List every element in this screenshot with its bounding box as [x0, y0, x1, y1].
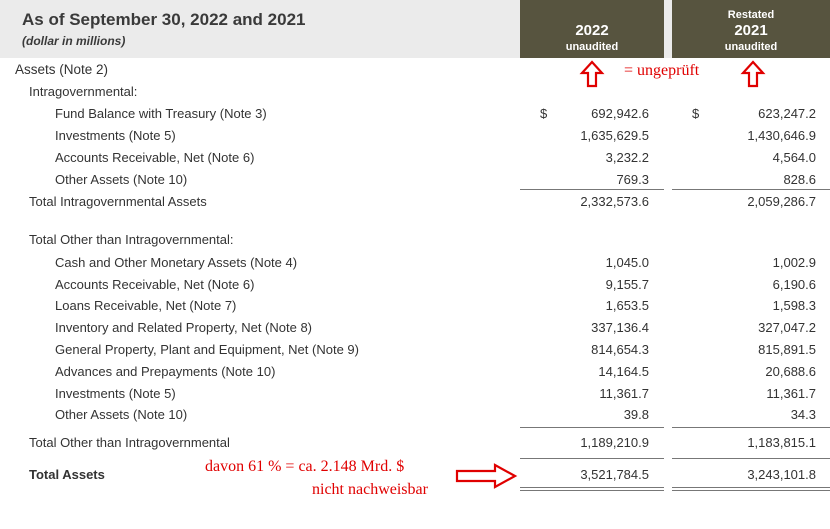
grand-total-double-rule-2022: [520, 487, 664, 491]
intra-heading: Intragovernmental:: [29, 84, 138, 99]
subtotal-rule-2021: [672, 189, 830, 190]
row-value-2021: 34.3: [790, 407, 816, 422]
row-label: Cash and Other Monetary Assets (Note 4): [55, 255, 298, 270]
note-annotation-line2: nicht nachweisbar: [312, 481, 428, 498]
column-header-2022: 2022 unaudited: [520, 0, 664, 58]
row-value-2022: 337,136.4: [591, 320, 649, 335]
row-value-2021: 4,564.0: [772, 150, 816, 165]
row-value-2022: 39.8: [623, 407, 649, 422]
row-label: Accounts Receivable, Net (Note 6): [55, 150, 255, 165]
total-rule-2021: [672, 458, 830, 459]
units-subtitle: (dollar in millions): [22, 34, 126, 48]
page-title: As of September 30, 2022 and 2021: [22, 10, 306, 29]
currency-symbol-2022: $: [540, 106, 548, 121]
column-year-2022: 2022: [575, 22, 609, 39]
right-arrow-icon: [455, 463, 518, 489]
row-value-2021: 20,688.6: [765, 364, 816, 379]
row-value-2022: 692,942.6: [591, 106, 649, 121]
up-arrow-icon: [579, 60, 605, 88]
total-assets-label: Total Assets: [29, 467, 105, 482]
column-year-2021: 2021: [734, 22, 768, 39]
row-value-2022: 9,155.7: [605, 277, 649, 292]
row-label: Fund Balance with Treasury (Note 3): [55, 106, 267, 121]
row-value-2022: 1,045.0: [605, 255, 649, 270]
row-value-2021: 11,361.7: [766, 386, 816, 401]
row-value-2022: 11,361.7: [599, 386, 649, 401]
row-value-2022: 3,232.2: [605, 150, 649, 165]
column-restated-label: Restated: [727, 9, 775, 21]
row-label: General Property, Plant and Equipment, N…: [55, 342, 359, 357]
total-value-2022: 1,189,210.9: [580, 435, 649, 450]
row-value-2021: 828.6: [783, 172, 816, 187]
grand-total-double-rule-2021: [672, 487, 830, 491]
row-label: Loans Receivable, Net (Note 7): [55, 298, 237, 313]
row-label: Advances and Prepayments (Note 10): [55, 364, 276, 379]
note-annotation-line1: davon 61 % = ca. 2.148 Mrd. $: [205, 458, 405, 475]
total-value-2022: 2,332,573.6: [580, 194, 649, 209]
row-label: Accounts Receivable, Net (Note 6): [55, 277, 255, 292]
unaudited-annotation: = ungeprüft: [624, 62, 700, 79]
currency-symbol-2021: $: [692, 106, 700, 121]
row-label: Investments (Note 5): [55, 128, 176, 143]
row-value-2021: 1,002.9: [772, 255, 816, 270]
row-value-2021: 6,190.6: [772, 277, 816, 292]
subtotal-rule-2021: [672, 427, 830, 428]
column-note-2021: unaudited: [724, 41, 778, 53]
total-rule-2022: [520, 458, 664, 459]
row-value-2021: 1,598.3: [772, 298, 816, 313]
total-assets-2021: 3,243,101.8: [747, 467, 816, 482]
row-label: Other Assets (Note 10): [55, 172, 188, 187]
other-heading: Total Other than Intragovernmental:: [29, 232, 234, 247]
row-value-2021: 623,247.2: [758, 106, 816, 121]
total-value-2021: 1,183,815.1: [747, 435, 816, 450]
total-label: Total Other than Intragovernmental: [29, 435, 230, 450]
up-arrow-icon: [740, 60, 766, 88]
total-label: Total Intragovernmental Assets: [29, 194, 207, 209]
subtotal-rule-2022: [520, 189, 664, 190]
column-header-2021: Restated 2021 unaudited: [672, 0, 830, 58]
subtotal-rule-2022: [520, 427, 664, 428]
row-value-2022: 1,635,629.5: [580, 128, 649, 143]
column-note-2022: unaudited: [565, 41, 619, 53]
row-value-2022: 769.3: [616, 172, 649, 187]
row-label: Inventory and Related Property, Net (Not…: [55, 320, 312, 335]
row-value-2021: 1,430,646.9: [747, 128, 816, 143]
section-title: Assets (Note 2): [15, 62, 109, 77]
row-value-2022: 14,164.5: [598, 364, 649, 379]
row-value-2021: 327,047.2: [758, 320, 816, 335]
row-value-2022: 814,654.3: [591, 342, 649, 357]
row-value-2021: 815,891.5: [758, 342, 816, 357]
row-value-2022: 1,653.5: [605, 298, 649, 313]
row-label: Investments (Note 5): [55, 386, 176, 401]
row-label: Other Assets (Note 10): [55, 407, 188, 422]
total-assets-2022: 3,521,784.5: [580, 467, 649, 482]
total-value-2021: 2,059,286.7: [747, 194, 816, 209]
